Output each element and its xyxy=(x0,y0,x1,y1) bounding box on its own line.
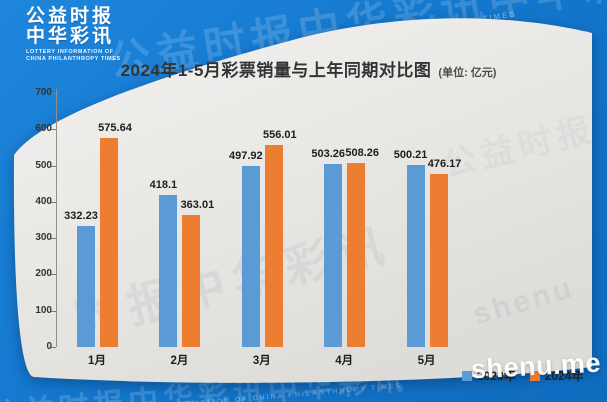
x-axis-label-5月: 5月 xyxy=(417,355,436,367)
legend-swatch-2024年 xyxy=(529,370,540,381)
y-axis-label: 700 xyxy=(35,87,52,98)
y-axis-tick xyxy=(51,129,56,131)
x-axis-label-2月: 2月 xyxy=(170,355,189,367)
value-label-2024年-1月: 575.64 xyxy=(98,122,132,135)
x-axis-label-3月: 3月 xyxy=(252,355,271,367)
bar-2024年-3月 xyxy=(264,145,283,347)
y-axis-label: 300 xyxy=(35,232,52,244)
value-label-2023年-1月: 332.23 xyxy=(64,210,98,223)
y-axis-line xyxy=(56,89,57,347)
logo-sub-line1: LOTTERY INFORMATION OF xyxy=(26,48,114,55)
bar-2023年-3月 xyxy=(241,166,260,347)
logo: 公益时报 中华彩讯 LOTTERY INFORMATION OF CHINA P… xyxy=(26,7,121,63)
bar-2023年-4月 xyxy=(324,164,343,347)
y-axis-tick xyxy=(51,310,56,312)
bar-2024年-4月 xyxy=(347,162,366,347)
bar-2024年-1月 xyxy=(100,138,118,347)
value-label-2023年-3月: 497.92 xyxy=(228,150,263,163)
legend-label-2024年: 2024年 xyxy=(544,369,584,383)
bar-2023年-5月 xyxy=(406,165,425,347)
y-axis-tick xyxy=(51,238,56,240)
chart-title-row: 2024年1-5月彩票销量与上年同期对比图 (单位: 亿元) xyxy=(40,56,577,81)
y-axis-label: 100 xyxy=(35,304,52,316)
y-axis-tick xyxy=(51,201,56,203)
value-label-2024年-2月: 363.01 xyxy=(180,199,215,212)
y-axis-tick xyxy=(51,347,56,348)
y-axis-label: 500 xyxy=(35,159,52,171)
legend-swatch-2023年 xyxy=(462,370,472,381)
y-axis-tick xyxy=(51,165,56,167)
chart-legend: 2023年 2024年 xyxy=(462,367,583,384)
legend-label-2023年: 2023年 xyxy=(477,369,516,383)
x-axis-label-4月: 4月 xyxy=(335,355,354,367)
y-axis-tick xyxy=(51,93,56,94)
bar-2023年-2月 xyxy=(159,195,178,347)
chart-unit-label: (单位: 亿元) xyxy=(438,67,497,79)
y-axis-label: 600 xyxy=(35,123,52,135)
value-label-2024年-3月: 556.01 xyxy=(262,129,297,142)
legend-item-2023年: 2023年 xyxy=(462,367,516,384)
logo-sub-line2: CHINA PHILANTHROPY TIMES xyxy=(26,55,121,62)
value-label-2023年-5月: 500.21 xyxy=(393,149,428,162)
bar-2024年-5月 xyxy=(429,174,448,347)
bar-2023年-1月 xyxy=(77,226,95,347)
logo-line1: 公益时报 xyxy=(26,6,115,27)
y-axis-tick xyxy=(51,274,56,276)
bar-2024年-2月 xyxy=(182,215,201,347)
logo-subtitle: LOTTERY INFORMATION OF CHINA PHILANTHROP… xyxy=(26,49,121,63)
y-axis-label: 0 xyxy=(46,341,52,352)
value-label-2024年-4月: 508.26 xyxy=(345,146,380,159)
legend-item-2024年: 2024年 xyxy=(529,367,584,384)
y-axis-label: 400 xyxy=(35,195,52,207)
value-label-2023年-4月: 503.26 xyxy=(311,148,346,161)
y-axis-label: 200 xyxy=(35,268,52,280)
value-label-2024年-5月: 476.17 xyxy=(427,158,462,171)
chart-title: 2024年1-5月彩票销量与上年同期对比图 xyxy=(120,61,432,80)
x-axis-label-1月: 1月 xyxy=(88,355,106,367)
value-label-2023年-2月: 418.1 xyxy=(149,179,178,192)
logo-line2: 中华彩讯 xyxy=(26,25,115,47)
